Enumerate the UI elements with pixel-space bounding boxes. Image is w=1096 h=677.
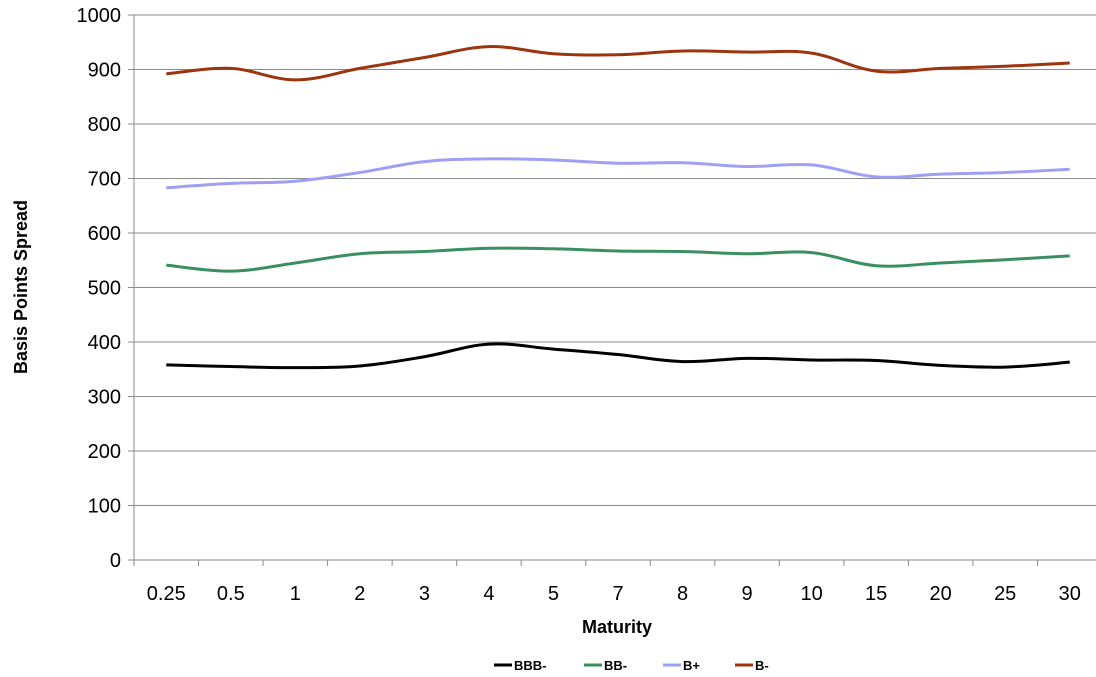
y-tick-label: 400	[88, 332, 121, 354]
legend-label-bbbminus: BBB-	[514, 658, 547, 673]
series-line-bbminus	[166, 246, 1070, 273]
y-tick-label: 800	[88, 114, 121, 136]
x-tick-label: 0.5	[217, 583, 245, 605]
x-tick-label: 7	[612, 583, 623, 605]
y-tick-label: 1000	[77, 5, 122, 27]
x-tick-label: 2	[354, 583, 365, 605]
x-axis-title: Maturity	[582, 617, 652, 637]
y-tick-label: 600	[88, 223, 121, 245]
series-line-bbbminus	[166, 342, 1070, 370]
x-tick-label: 10	[800, 583, 822, 605]
y-axis: 0 100 200 300 400 500 600 700 800 900 1000	[77, 5, 134, 572]
y-tick-label: 500	[88, 278, 121, 300]
x-tick-label: 9	[742, 583, 753, 605]
x-tick-label: 8	[677, 583, 688, 605]
legend: BBB- BB- B+ B-	[494, 658, 769, 673]
legend-label-bbminus: BB-	[604, 658, 627, 673]
y-tick-label: 0	[110, 550, 121, 572]
y-axis-title: Basis Points Spread	[11, 200, 31, 374]
y-tick-label: 100	[88, 496, 121, 518]
x-tick-label: 0.25	[147, 583, 186, 605]
x-tick-label: 20	[930, 583, 952, 605]
x-tick-label: 30	[1059, 583, 1081, 605]
x-axis: 0.25 0.5 1 2 3 4 5 7 8 9 10 15 20 25 30	[133, 560, 1081, 605]
x-tick-label: 3	[419, 583, 430, 605]
y-tick-label: 200	[88, 441, 121, 463]
gridlines	[134, 14, 1096, 506]
series-lines	[166, 45, 1070, 370]
x-tick-label: 5	[548, 583, 559, 605]
legend-label-bplus: B+	[683, 658, 700, 673]
series-line-bminus	[166, 45, 1070, 82]
y-tick-label: 900	[88, 60, 121, 82]
x-tick-label: 4	[483, 583, 494, 605]
x-tick-label: 25	[994, 583, 1016, 605]
x-tick-label: 15	[865, 583, 887, 605]
y-tick-label: 300	[88, 387, 121, 409]
y-tick-label: 700	[88, 169, 121, 191]
series-line-bplus	[166, 157, 1070, 190]
x-tick-label: 1	[290, 583, 301, 605]
legend-label-bminus: B-	[755, 658, 769, 673]
